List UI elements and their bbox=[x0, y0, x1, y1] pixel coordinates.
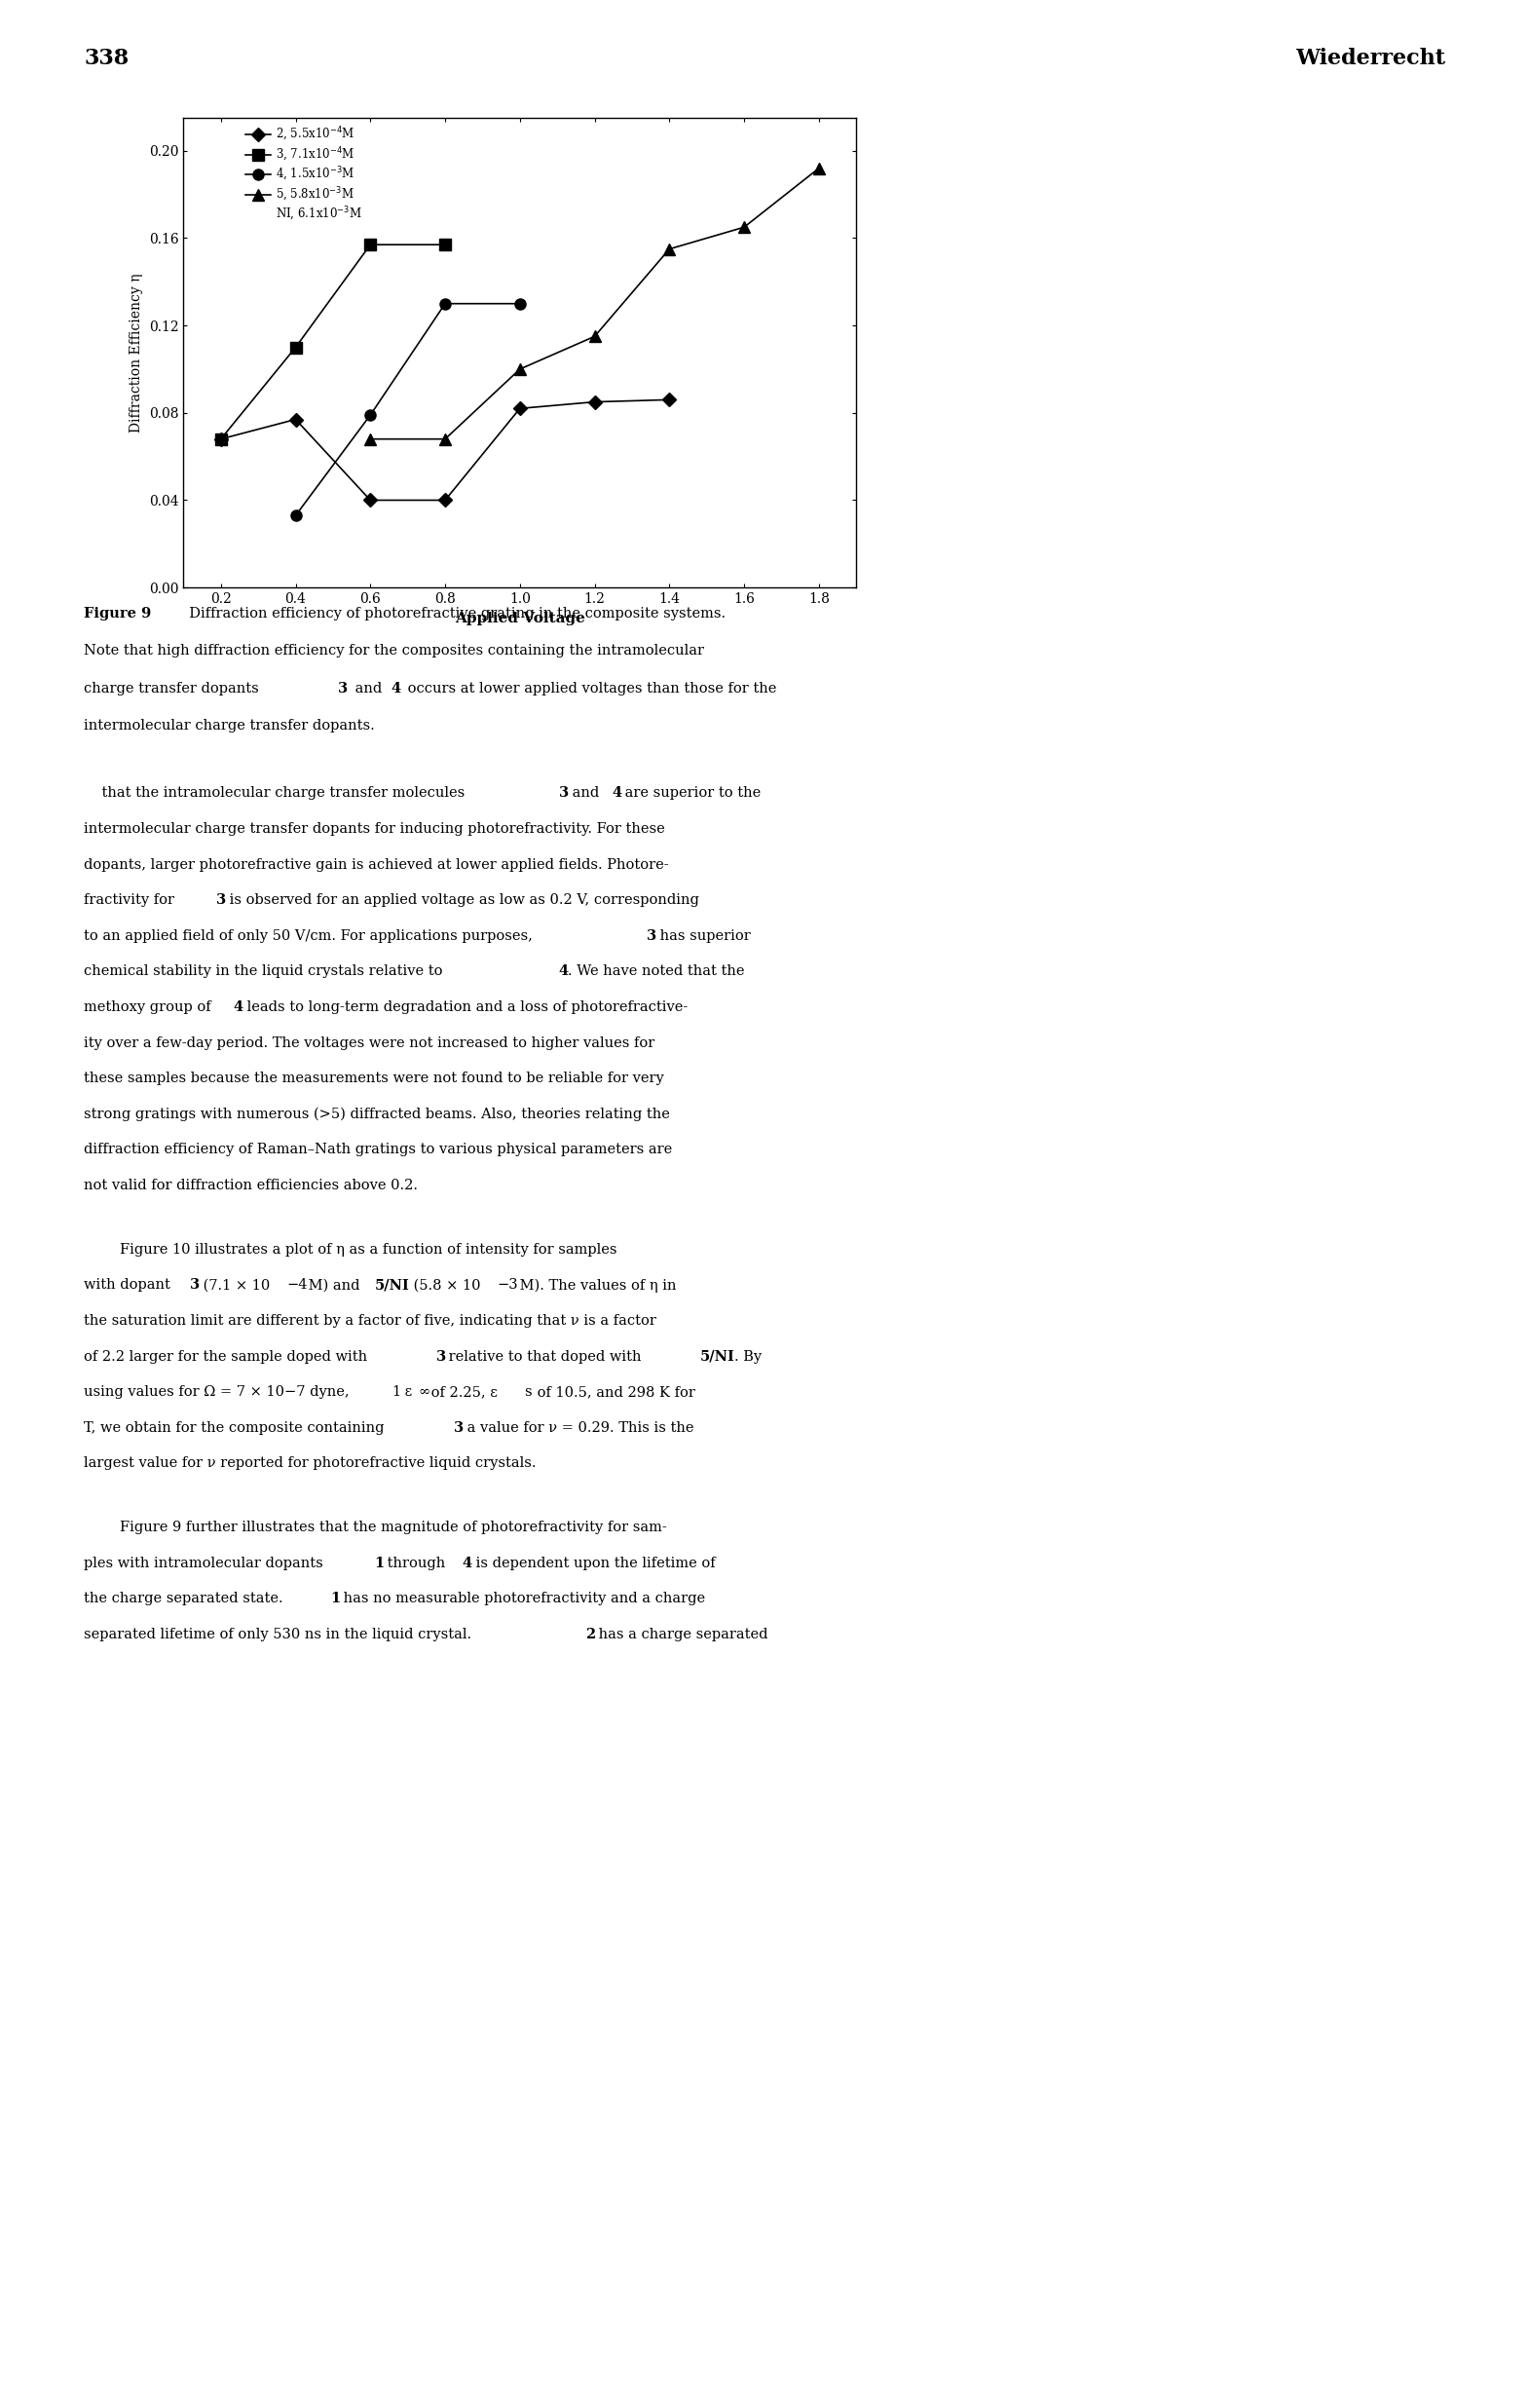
Text: has a charge separated: has a charge separated bbox=[593, 1628, 768, 1642]
Text: 3: 3 bbox=[338, 681, 347, 696]
Text: 3: 3 bbox=[560, 787, 569, 799]
Text: Figure 9 further illustrates that the magnitude of photorefractivity for sam-: Figure 9 further illustrates that the ma… bbox=[84, 1522, 667, 1534]
Text: dopants, larger photorefractive gain is achieved at lower applied fields. Photor: dopants, larger photorefractive gain is … bbox=[84, 857, 670, 872]
Text: 1: 1 bbox=[391, 1385, 401, 1399]
Text: 3: 3 bbox=[216, 893, 226, 908]
Text: . By: . By bbox=[734, 1348, 761, 1363]
Text: 4: 4 bbox=[234, 999, 243, 1014]
Text: 4: 4 bbox=[560, 966, 569, 978]
Text: intermolecular charge transfer dopants.: intermolecular charge transfer dopants. bbox=[84, 718, 375, 732]
Text: 3: 3 bbox=[453, 1421, 463, 1435]
Text: (5.8 × 10: (5.8 × 10 bbox=[410, 1279, 482, 1293]
Text: and: and bbox=[350, 681, 385, 696]
Text: ples with intramolecular dopants: ples with intramolecular dopants bbox=[84, 1556, 327, 1570]
Text: 5/NI: 5/NI bbox=[699, 1348, 734, 1363]
Text: fractivity for: fractivity for bbox=[84, 893, 179, 908]
Text: to an applied field of only 50 V/cm. For applications purposes,: to an applied field of only 50 V/cm. For… bbox=[84, 929, 537, 944]
Text: of 10.5, and 298 K for: of 10.5, and 298 K for bbox=[532, 1385, 696, 1399]
Text: 2: 2 bbox=[586, 1628, 595, 1642]
Text: a value for ν = 0.29. This is the: a value for ν = 0.29. This is the bbox=[462, 1421, 694, 1435]
Text: has superior: has superior bbox=[656, 929, 751, 944]
Text: using values for Ω = 7 × 10−7 dyne,: using values for Ω = 7 × 10−7 dyne, bbox=[84, 1385, 350, 1399]
Text: 4: 4 bbox=[462, 1556, 472, 1570]
Text: T, we obtain for the composite containing: T, we obtain for the composite containin… bbox=[84, 1421, 388, 1435]
Text: of 2.2 larger for the sample doped with: of 2.2 larger for the sample doped with bbox=[84, 1348, 372, 1363]
Text: s: s bbox=[523, 1385, 531, 1399]
Text: ∞: ∞ bbox=[417, 1385, 430, 1399]
Text: are superior to the: are superior to the bbox=[621, 787, 761, 799]
Text: strong gratings with numerous (>5) diffracted beams. Also, theories relating the: strong gratings with numerous (>5) diffr… bbox=[84, 1108, 670, 1122]
Text: relative to that doped with: relative to that doped with bbox=[445, 1348, 647, 1363]
Legend: 2, 5.5x10$^{-4}$M, 3, 7.1x10$^{-4}$M, 4, 1.5x10$^{-3}$M, 5, 5.8x10$^{-3}$M, NI, : 2, 5.5x10$^{-4}$M, 3, 7.1x10$^{-4}$M, 4,… bbox=[243, 123, 364, 226]
Text: 3: 3 bbox=[190, 1279, 199, 1293]
Text: ε: ε bbox=[401, 1385, 413, 1399]
Text: Figure 10 illustrates a plot of η as a function of intensity for samples: Figure 10 illustrates a plot of η as a f… bbox=[84, 1243, 618, 1257]
Text: leads to long-term degradation and a loss of photorefractive-: leads to long-term degradation and a los… bbox=[242, 999, 688, 1014]
Text: largest value for ν reported for photorefractive liquid crystals.: largest value for ν reported for photore… bbox=[84, 1457, 537, 1471]
Text: through: through bbox=[382, 1556, 450, 1570]
Text: chemical stability in the liquid crystals relative to: chemical stability in the liquid crystal… bbox=[84, 966, 448, 978]
Text: these samples because the measurements were not found to be reliable for very: these samples because the measurements w… bbox=[84, 1072, 664, 1086]
Text: Figure 9: Figure 9 bbox=[84, 607, 151, 621]
Text: M). The values of η in: M). The values of η in bbox=[515, 1279, 676, 1293]
Text: −4: −4 bbox=[286, 1279, 307, 1293]
Text: 4: 4 bbox=[612, 787, 621, 799]
Text: and: and bbox=[567, 787, 604, 799]
Text: the charge separated state.: the charge separated state. bbox=[84, 1592, 287, 1606]
X-axis label: Applied Voltage: Applied Voltage bbox=[454, 612, 586, 626]
Text: 1: 1 bbox=[330, 1592, 341, 1606]
Text: 1: 1 bbox=[375, 1556, 384, 1570]
Text: diffraction efficiency of Raman–Nath gratings to various physical parameters are: diffraction efficiency of Raman–Nath gra… bbox=[84, 1144, 673, 1156]
Text: ity over a few-day period. The voltages were not increased to higher values for: ity over a few-day period. The voltages … bbox=[84, 1035, 654, 1050]
Text: that the intramolecular charge transfer molecules: that the intramolecular charge transfer … bbox=[84, 787, 469, 799]
Text: 5/NI: 5/NI bbox=[375, 1279, 410, 1293]
Text: −3: −3 bbox=[497, 1279, 518, 1293]
Text: is observed for an applied voltage as low as 0.2 V, corresponding: is observed for an applied voltage as lo… bbox=[225, 893, 699, 908]
Text: of 2.25, ε: of 2.25, ε bbox=[427, 1385, 498, 1399]
Text: (7.1 × 10: (7.1 × 10 bbox=[199, 1279, 269, 1293]
Text: 4: 4 bbox=[391, 681, 401, 696]
Text: Wiederrecht: Wiederrecht bbox=[1295, 48, 1445, 70]
Y-axis label: Diffraction Efficiency η: Diffraction Efficiency η bbox=[130, 272, 144, 433]
Text: 338: 338 bbox=[84, 48, 128, 70]
Text: . We have noted that the: . We have noted that the bbox=[567, 966, 745, 978]
Text: M) and: M) and bbox=[304, 1279, 364, 1293]
Text: methoxy group of: methoxy group of bbox=[84, 999, 216, 1014]
Text: 3: 3 bbox=[436, 1348, 445, 1363]
Text: is dependent upon the lifetime of: is dependent upon the lifetime of bbox=[471, 1556, 716, 1570]
Text: has no measurable photorefractivity and a charge: has no measurable photorefractivity and … bbox=[339, 1592, 705, 1606]
Text: the saturation limit are different by a factor of five, indicating that ν is a f: the saturation limit are different by a … bbox=[84, 1315, 656, 1327]
Text: 3: 3 bbox=[647, 929, 656, 944]
Text: occurs at lower applied voltages than those for the: occurs at lower applied voltages than th… bbox=[404, 681, 777, 696]
Text: intermolecular charge transfer dopants for inducing photorefractivity. For these: intermolecular charge transfer dopants f… bbox=[84, 821, 665, 836]
Text: charge transfer dopants: charge transfer dopants bbox=[84, 681, 263, 696]
Text: Diffraction efficiency of photorefractive grating in the composite systems.: Diffraction efficiency of photorefractiv… bbox=[180, 607, 726, 621]
Text: separated lifetime of only 530 ns in the liquid crystal.: separated lifetime of only 530 ns in the… bbox=[84, 1628, 477, 1642]
Text: with dopant: with dopant bbox=[84, 1279, 176, 1293]
Text: Note that high diffraction efficiency for the composites containing the intramol: Note that high diffraction efficiency fo… bbox=[84, 643, 705, 657]
Text: not valid for diffraction efficiencies above 0.2.: not valid for diffraction efficiencies a… bbox=[84, 1178, 417, 1192]
